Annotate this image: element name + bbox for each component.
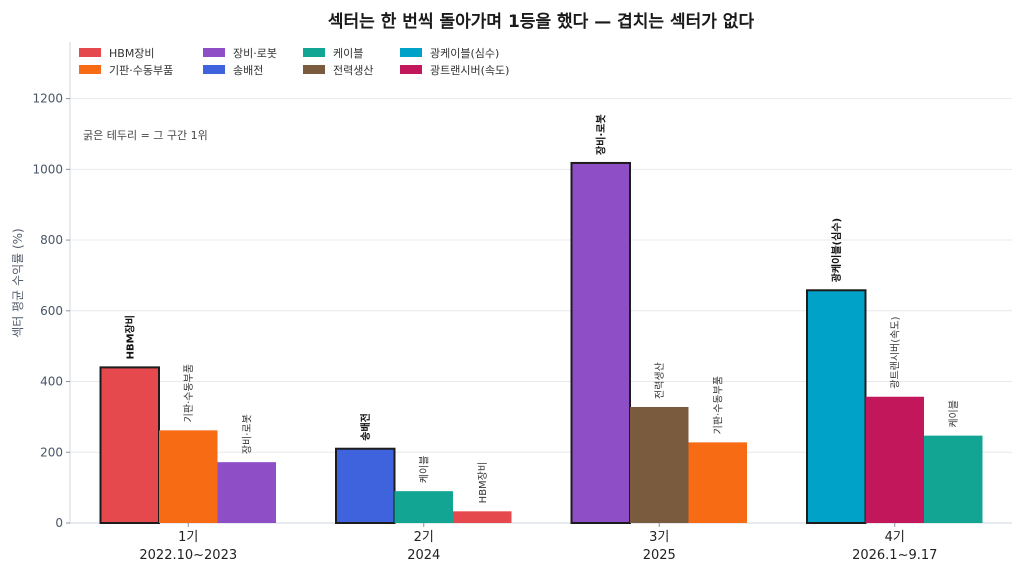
legend-swatch (400, 48, 422, 57)
x-tick-sublabel: 2025 (643, 548, 676, 563)
x-tick-label: 3기 (649, 530, 669, 545)
bar-label: HBM장비 (124, 315, 137, 359)
bar (688, 442, 747, 523)
bar (806, 289, 867, 524)
legend-swatch (79, 65, 101, 74)
legend-swatch (303, 48, 325, 57)
bar-label: 전력생산 (654, 362, 666, 399)
bar-label: 케이블 (948, 400, 960, 428)
x-axis: 1기 2022.10~2023 2기 2024 3기 2025 4기 2026.1~9.17 (139, 523, 937, 563)
y-tick-label: 200 (40, 445, 63, 459)
x-tick-label: 4기 (885, 530, 905, 545)
x-tick-sublabel: 2022.10~2023 (139, 548, 237, 563)
bar-label: 기판·수동부품 (183, 364, 195, 422)
bar (453, 511, 512, 523)
legend-label: 전력생산 (333, 64, 373, 77)
bar-label: 송배전 (359, 413, 372, 441)
y-tick-label: 600 (40, 304, 63, 318)
y-tick-label: 400 (40, 375, 63, 389)
legend-label: 기판·수동부품 (109, 64, 173, 77)
y-axis: 0 200 400 600 800 1000 1200 (32, 42, 1012, 530)
y-tick-label: 1200 (32, 92, 63, 106)
bar (630, 406, 689, 523)
bar-label: 장비·로봇 (595, 114, 608, 155)
y-axis-label: 섹터 평균 수익률 (%) (11, 228, 25, 338)
x-tick-label: 2기 (414, 530, 434, 545)
legend-swatch (400, 65, 422, 74)
legend-swatch (203, 48, 225, 57)
bar-label: 케이블 (419, 456, 431, 484)
bar (335, 447, 396, 524)
bar (865, 396, 924, 523)
y-tick-label: 1000 (32, 162, 63, 176)
x-tick-sublabel: 2026.1~9.17 (852, 548, 937, 563)
bar-label: 광트랜시버(속도) (890, 316, 902, 388)
bar (159, 430, 218, 523)
legend-swatch (303, 65, 325, 74)
annotation-note: 굵은 테두리 = 그 구간 1위 (83, 129, 208, 142)
bar (924, 435, 983, 523)
legend-label: 장비·로봇 (233, 47, 277, 60)
bar (394, 491, 453, 523)
bar-label: 장비·로봇 (242, 414, 254, 454)
legend-label: 광케이블(심수) (430, 47, 499, 60)
y-tick-label: 0 (55, 516, 63, 530)
x-tick-label: 1기 (178, 530, 198, 545)
y-tick-label: 800 (40, 233, 63, 247)
legend-swatch (79, 48, 101, 57)
legend-label: HBM장비 (109, 47, 155, 60)
bar-label: 광케이블(심수) (830, 218, 843, 282)
bar (217, 462, 276, 523)
x-tick-sublabel: 2024 (407, 548, 440, 563)
bar (99, 366, 160, 524)
legend-swatch (203, 65, 225, 74)
bar-label: HBM장비 (477, 462, 489, 503)
bar-label: 기판·수동부품 (713, 376, 725, 434)
legend-label: 송배전 (233, 64, 263, 77)
chart-title: 섹터는 한 번씩 돌아가며 1등을 했다 — 겹치는 섹터가 없다 (328, 11, 755, 32)
bar (570, 161, 631, 524)
legend-label: 케이블 (333, 47, 363, 60)
legend-label: 광트랜시버(속도) (430, 64, 509, 77)
